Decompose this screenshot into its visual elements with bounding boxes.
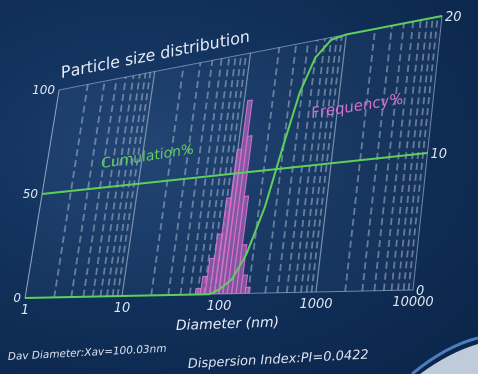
x-tick-label: 1	[21, 303, 29, 318]
right-axis-ticks: 0 10 20	[416, 10, 462, 299]
right-tick-label: 0	[416, 284, 424, 299]
grid-line-minor	[70, 81, 106, 298]
grid-line-minor	[203, 55, 237, 295]
corner-decoration-ring	[411, 336, 478, 374]
footer-pi: Dispersion Index:PI=0.0422	[187, 348, 369, 372]
frequency-bar	[230, 195, 250, 295]
grid-line-minor	[53, 84, 89, 298]
midline-50	[41, 152, 428, 195]
grid-line-minor	[310, 35, 343, 293]
grid-line-minor	[167, 62, 202, 296]
frequency-bar	[244, 286, 251, 294]
grid-line-minor	[305, 36, 338, 293]
frequency-bars	[194, 99, 253, 296]
x-axis-label: Diameter (nm)	[176, 314, 280, 334]
x-tick-label: 100	[207, 299, 232, 314]
right-tick-label: 10	[431, 147, 448, 162]
plot-area	[24, 15, 443, 299]
grid-line-minor	[300, 37, 333, 293]
x-tick-label: 10	[114, 301, 131, 316]
right-tick-label: 20	[445, 10, 462, 25]
grid-line-minor	[188, 58, 223, 295]
x-axis-ticks: 1 10 100 1000 10000	[21, 295, 434, 318]
x-tick-label: 1000	[299, 297, 332, 312]
midline	[41, 152, 428, 195]
grid-line-minor	[179, 60, 214, 295]
x-tick-label: 10000	[392, 295, 433, 310]
grid-line-minor	[208, 54, 243, 295]
left-tick-label: 100	[32, 83, 55, 97]
cumulation-line	[24, 15, 443, 299]
corner-decoration	[420, 344, 478, 374]
left-tick-label: 50	[23, 187, 39, 201]
cumulation-line-layer	[24, 15, 443, 299]
left-axis-ticks: 0 50 100	[13, 83, 55, 305]
grid-line-minor	[196, 56, 231, 295]
left-tick-label: 0	[13, 291, 21, 305]
footer-dav: Dav Diameter:Xav=100.03nm	[8, 343, 167, 363]
